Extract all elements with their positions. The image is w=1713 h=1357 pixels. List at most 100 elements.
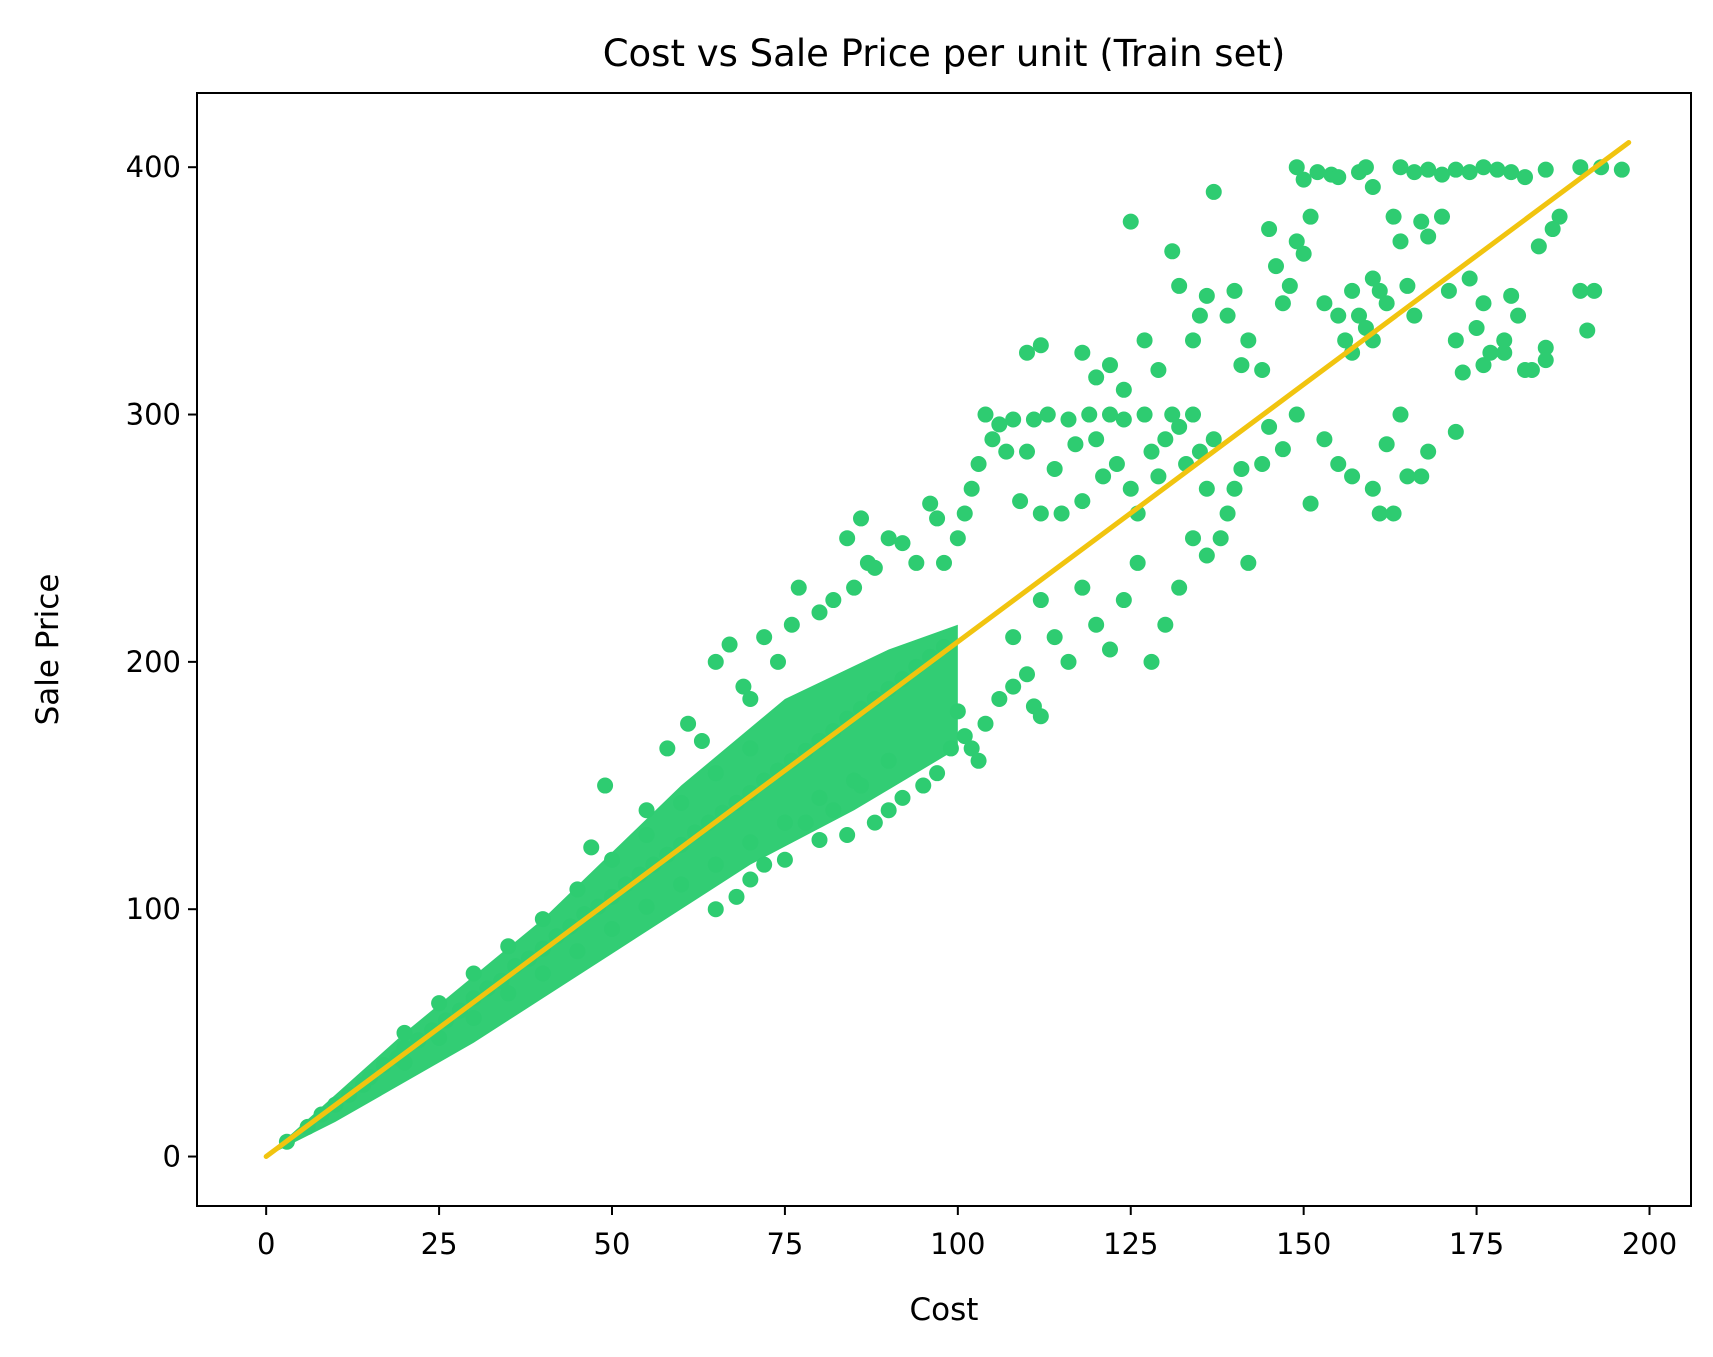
scatter-point bbox=[1586, 282, 1603, 299]
scatter-point bbox=[1406, 307, 1423, 324]
scatter-point bbox=[1572, 159, 1589, 176]
scatter-point bbox=[1074, 579, 1091, 596]
scatter-point bbox=[1447, 423, 1464, 440]
scatter-point bbox=[1468, 319, 1485, 336]
scatter-point bbox=[1060, 653, 1077, 670]
scatter-point bbox=[1102, 641, 1118, 658]
scatter-point bbox=[1254, 456, 1271, 472]
scatter-point bbox=[991, 416, 1008, 433]
scatter-point bbox=[1385, 505, 1402, 522]
x-tick-label: 200 bbox=[1622, 1227, 1677, 1261]
scatter-point bbox=[811, 604, 828, 621]
scatter-point bbox=[1233, 460, 1250, 477]
scatter-point bbox=[1115, 381, 1132, 398]
scatter-point bbox=[1019, 443, 1035, 460]
scatter-point bbox=[1503, 287, 1520, 304]
scatter-point bbox=[1378, 436, 1395, 453]
scatter-point bbox=[1171, 418, 1188, 435]
scatter-point bbox=[1530, 238, 1547, 255]
scatter-point bbox=[1309, 164, 1326, 181]
scatter-point bbox=[1067, 436, 1084, 453]
scatter-point bbox=[1053, 505, 1070, 522]
scatter-point bbox=[1420, 228, 1437, 245]
scatter-point bbox=[1461, 164, 1478, 181]
scatter-point bbox=[1537, 352, 1554, 369]
scatter-point bbox=[1517, 362, 1533, 379]
scatter-point bbox=[1205, 431, 1222, 448]
scatter-point bbox=[776, 851, 793, 868]
scatter-point bbox=[756, 629, 773, 646]
y-tick-label: 400 bbox=[126, 150, 181, 184]
scatter-point bbox=[1136, 406, 1153, 423]
scatter-point bbox=[984, 431, 1001, 448]
x-tick-label: 100 bbox=[930, 1227, 985, 1261]
scatter-point bbox=[1268, 258, 1284, 275]
scatter-point bbox=[1115, 592, 1132, 609]
scatter-point bbox=[680, 715, 697, 732]
scatter-point bbox=[1496, 344, 1513, 361]
scatter-point bbox=[1489, 161, 1506, 178]
scatter-point bbox=[1025, 411, 1042, 428]
scatter-point-cluster bbox=[604, 920, 620, 937]
scatter-point bbox=[839, 827, 856, 843]
scatter-point bbox=[936, 554, 952, 571]
scatter-point bbox=[963, 740, 980, 757]
scatter-point bbox=[1143, 653, 1160, 670]
scatter-point bbox=[1572, 282, 1589, 299]
scatter-point bbox=[1254, 362, 1271, 379]
scatter-point bbox=[853, 510, 869, 527]
scatter-point bbox=[1164, 406, 1181, 423]
scatter-point bbox=[1198, 480, 1215, 497]
scatter-point bbox=[1399, 468, 1416, 485]
scatter-point bbox=[1288, 233, 1305, 250]
scatter-point bbox=[915, 777, 932, 794]
scatter-point bbox=[1413, 213, 1430, 230]
scatter-point bbox=[1475, 159, 1492, 176]
x-tick-label: 50 bbox=[594, 1227, 631, 1261]
y-tick-label: 300 bbox=[126, 398, 181, 432]
scatter-point-cluster bbox=[707, 856, 724, 873]
scatter-point bbox=[1357, 159, 1374, 176]
scatter-point bbox=[1392, 159, 1409, 176]
scatter-point bbox=[1351, 307, 1367, 324]
scatter-point bbox=[1503, 164, 1520, 181]
scatter-point bbox=[1447, 161, 1464, 178]
scatter-point bbox=[1281, 277, 1298, 294]
scatter-point bbox=[735, 678, 752, 695]
scatter-point bbox=[1074, 493, 1091, 510]
scatter-point-cluster bbox=[673, 794, 690, 811]
scatter-point-cluster bbox=[776, 814, 793, 831]
scatter-point bbox=[1046, 460, 1063, 477]
scatter-point bbox=[922, 495, 939, 512]
scatter-point bbox=[1129, 554, 1146, 571]
scatter-point bbox=[1240, 332, 1257, 349]
scatter-point-cluster bbox=[534, 911, 551, 928]
scatter-point bbox=[811, 831, 828, 848]
scatter-point bbox=[942, 740, 959, 757]
scatter-point bbox=[1413, 468, 1430, 485]
scatter-point bbox=[1302, 495, 1319, 512]
scatter-point bbox=[1039, 406, 1056, 423]
x-axis-ticks: 0 25 50 75 100 125 150 175 200 bbox=[257, 1206, 1677, 1261]
scatter-point bbox=[1330, 307, 1347, 324]
scatter-point bbox=[1122, 480, 1139, 497]
scatter-point bbox=[1364, 480, 1381, 497]
y-tick-label: 100 bbox=[126, 892, 181, 926]
scatter-point bbox=[1102, 406, 1118, 423]
scatter-point-cluster bbox=[742, 740, 759, 757]
scatter-point bbox=[963, 480, 980, 497]
scatter-point bbox=[1005, 411, 1022, 428]
scatter-point bbox=[1185, 406, 1201, 423]
scatter-point bbox=[1371, 282, 1388, 299]
scatter-point bbox=[929, 765, 946, 782]
scatter-point bbox=[1185, 530, 1201, 547]
scatter-point-cluster bbox=[534, 965, 551, 982]
scatter-point bbox=[1406, 164, 1423, 181]
scatter-point-cluster bbox=[604, 851, 620, 868]
scatter-point bbox=[1288, 406, 1305, 423]
scatter-point bbox=[991, 690, 1008, 707]
scatter-point bbox=[1330, 456, 1347, 472]
scatter-point bbox=[1399, 277, 1416, 294]
scatter-point bbox=[1517, 169, 1533, 186]
